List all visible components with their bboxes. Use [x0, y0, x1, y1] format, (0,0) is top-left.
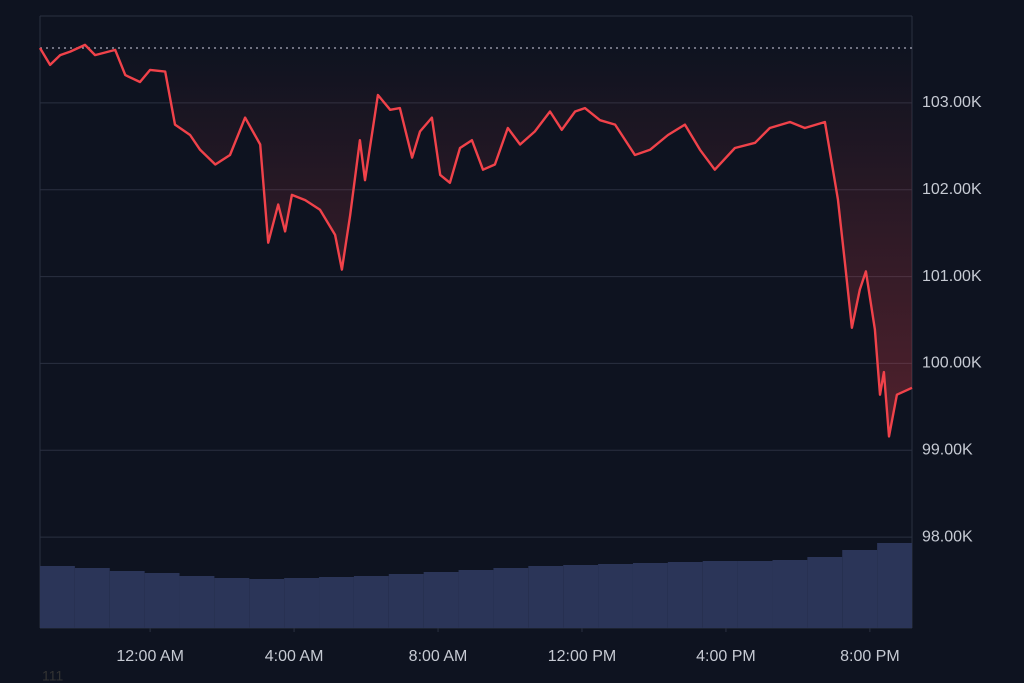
line-fill	[40, 44, 912, 437]
volume-bar	[528, 566, 564, 628]
volume-bar	[109, 571, 145, 628]
volume-bar	[284, 578, 320, 628]
volume-bar	[737, 561, 773, 628]
volume-bar	[842, 550, 878, 628]
volume-bar	[667, 562, 703, 628]
footer-text: 111	[42, 668, 63, 683]
volume-bar	[632, 563, 668, 628]
volume-bar	[423, 572, 459, 628]
y-tick-label: 98.00K	[922, 528, 973, 545]
volume-bar	[249, 579, 285, 628]
x-tick-label: 4:00 AM	[265, 648, 324, 665]
price-line	[38, 43, 913, 438]
volume-bar	[772, 560, 808, 628]
volume-bar	[458, 570, 494, 628]
volume-bar	[144, 573, 180, 628]
volume-bar	[40, 566, 75, 628]
x-tick-label: 4:00 PM	[696, 648, 756, 665]
volume-bar	[598, 564, 633, 628]
volume-bar	[493, 568, 529, 628]
volume-bar	[319, 577, 354, 628]
y-tick-label: 99.00K	[922, 442, 973, 459]
x-tick-label: 12:00 PM	[548, 648, 616, 665]
volume-bar	[214, 578, 250, 628]
volume-bar	[179, 576, 215, 628]
volume-bar	[74, 568, 110, 628]
x-tick-label: 8:00 PM	[840, 648, 900, 665]
volume-bar	[807, 557, 843, 628]
volume-bar	[877, 543, 912, 628]
x-tick-label: 8:00 AM	[409, 648, 468, 665]
volume-bar	[702, 561, 738, 628]
x-tick-label: 12:00 AM	[116, 648, 184, 665]
y-tick-label: 101.00K	[922, 268, 982, 285]
volume-bar	[563, 565, 599, 628]
y-tick-label: 102.00K	[922, 181, 982, 198]
volume-bar	[353, 576, 389, 628]
y-tick-label: 100.00K	[922, 355, 982, 372]
volume-bar	[388, 574, 424, 628]
y-tick-label: 103.00K	[922, 94, 982, 111]
